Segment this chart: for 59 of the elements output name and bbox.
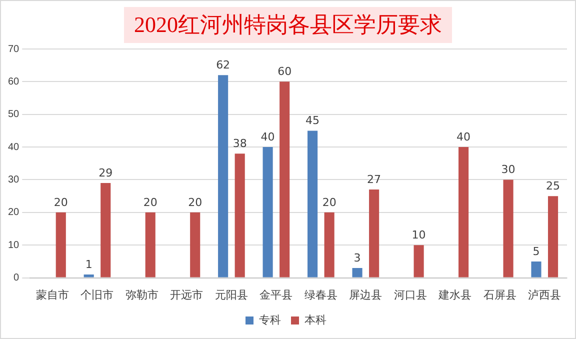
- data-label: 25: [546, 179, 560, 192]
- x-tick-label: 个旧市: [80, 288, 114, 302]
- x-tick-label: 屏边县: [349, 288, 382, 302]
- data-label: 45: [306, 114, 320, 128]
- data-label: 1: [85, 258, 92, 271]
- data-label: 29: [98, 166, 113, 180]
- bar: [84, 274, 94, 278]
- legend-label: 专科: [259, 314, 281, 327]
- x-tick-label: 金平县: [260, 289, 293, 302]
- bar: [100, 183, 111, 278]
- data-label: 10: [412, 228, 426, 242]
- bar: [369, 190, 380, 278]
- bar: [548, 196, 558, 278]
- y-tick-label: 0: [14, 272, 20, 284]
- x-tick-label: 弥勒市: [125, 288, 158, 302]
- x-tick-label: 蒙自市: [36, 288, 69, 302]
- y-tick-label: 50: [8, 109, 20, 120]
- x-tick-label: 石屏县: [483, 289, 516, 302]
- data-label: 40: [456, 130, 471, 144]
- y-tick-label: 70: [8, 44, 20, 55]
- bar: [308, 130, 318, 278]
- bar: [262, 147, 273, 278]
- bar: [145, 212, 156, 278]
- bar: [280, 82, 290, 278]
- bar: [56, 212, 66, 278]
- data-label: 40: [260, 130, 275, 144]
- y-tick-label: 20: [8, 207, 20, 218]
- bar: [218, 75, 228, 278]
- x-tick-label: 元阳县: [214, 289, 248, 302]
- data-label: 27: [367, 172, 382, 186]
- x-tick-label: 建水县: [438, 288, 472, 302]
- bar: [234, 154, 245, 278]
- bar: [324, 212, 334, 278]
- bar: [458, 147, 469, 278]
- data-label: 60: [278, 65, 292, 78]
- y-tick-label: 40: [8, 142, 20, 153]
- data-label: 20: [322, 196, 336, 209]
- data-label: 38: [232, 136, 247, 150]
- data-label: 20: [54, 196, 68, 209]
- data-label: 30: [501, 163, 516, 176]
- bar: [503, 180, 514, 278]
- x-tick-label: 绿春县: [304, 289, 338, 302]
- x-tick-label: 河口县: [394, 289, 427, 302]
- data-label: 62: [216, 58, 230, 72]
- y-tick-label: 30: [8, 174, 20, 186]
- data-label: 20: [143, 196, 158, 209]
- bar: [414, 245, 424, 278]
- chart-title: 2020红河州特岗各县区学历要求: [124, 7, 452, 43]
- data-label: 20: [188, 196, 202, 209]
- y-tick-label: 60: [8, 76, 20, 88]
- bar: [531, 261, 542, 278]
- x-tick-label: 泸西县: [528, 288, 562, 302]
- y-tick-label: 10: [8, 240, 20, 251]
- data-label: 5: [532, 244, 540, 258]
- bar: [352, 268, 362, 278]
- legend-label: 本科: [304, 314, 326, 327]
- x-tick-label: 开远市: [170, 288, 204, 302]
- bar: [190, 212, 200, 278]
- data-label: 3: [354, 251, 361, 264]
